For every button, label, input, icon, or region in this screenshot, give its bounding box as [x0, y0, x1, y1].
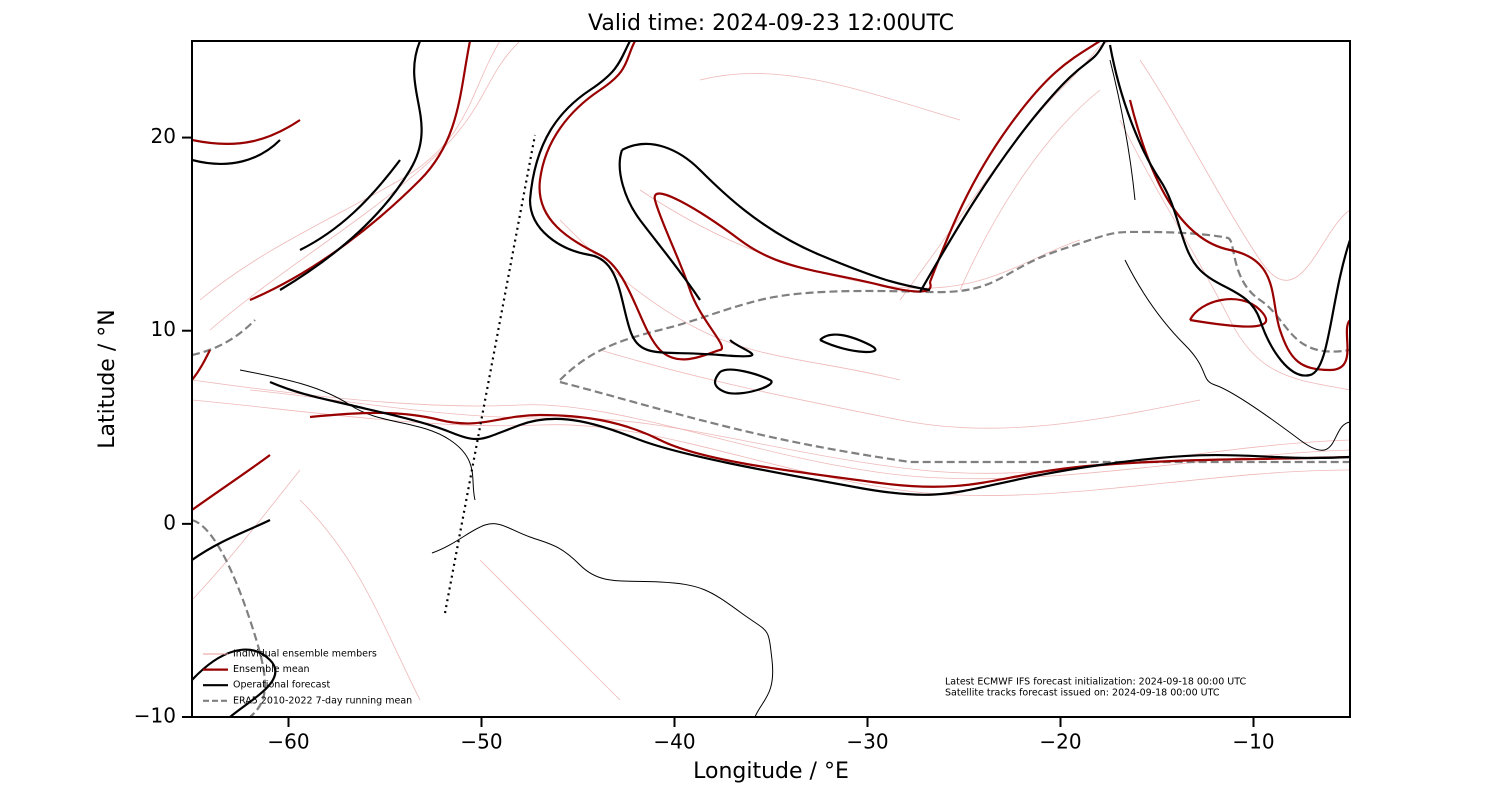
y-tick-label: 10: [151, 317, 176, 341]
plot-frame: [191, 40, 1351, 718]
chart-title: Valid time: 2024-09-23 12:00UTC: [588, 11, 954, 36]
x-tick-label: −20: [1039, 730, 1081, 754]
legend-label: ERA5 2010-2022 7-day running mean: [233, 695, 412, 706]
y-tick-label: 20: [151, 124, 176, 148]
x-tick-label: −40: [653, 730, 695, 754]
x-tick-label: −50: [460, 730, 502, 754]
x-tick-label: −30: [846, 730, 888, 754]
footnote: Latest ECMWF IFS forecast initialization…: [945, 677, 1246, 688]
ensemble-members: [192, 41, 1350, 701]
legend-label: Ensemble mean: [233, 664, 310, 675]
legend-label: Individual ensemble members: [233, 649, 377, 660]
x-tick-label: −60: [267, 730, 309, 754]
era5-mean: [192, 230, 1350, 717]
footnote: Satellite tracks forecast issued on: 202…: [945, 688, 1220, 699]
coastline: [239, 59, 1350, 717]
y-tick-label: 0: [163, 510, 176, 534]
legend: Individual ensemble members Ensemble mean…: [203, 649, 412, 706]
legend-label: Operational forecast: [233, 680, 330, 691]
x-axis-label: Longitude / °E: [693, 759, 849, 784]
satellite-track: [443, 134, 537, 614]
notes: Latest ECMWF IFS forecast initialization…: [945, 677, 1246, 699]
y-tick-label: −10: [134, 704, 176, 728]
map-layer: [192, 41, 1350, 717]
x-tick-label: −10: [1232, 730, 1274, 754]
ensemble-mean: [192, 41, 1350, 511]
y-axis-label: Latitude / °N: [95, 309, 120, 448]
operational-forecast: [192, 41, 1350, 717]
